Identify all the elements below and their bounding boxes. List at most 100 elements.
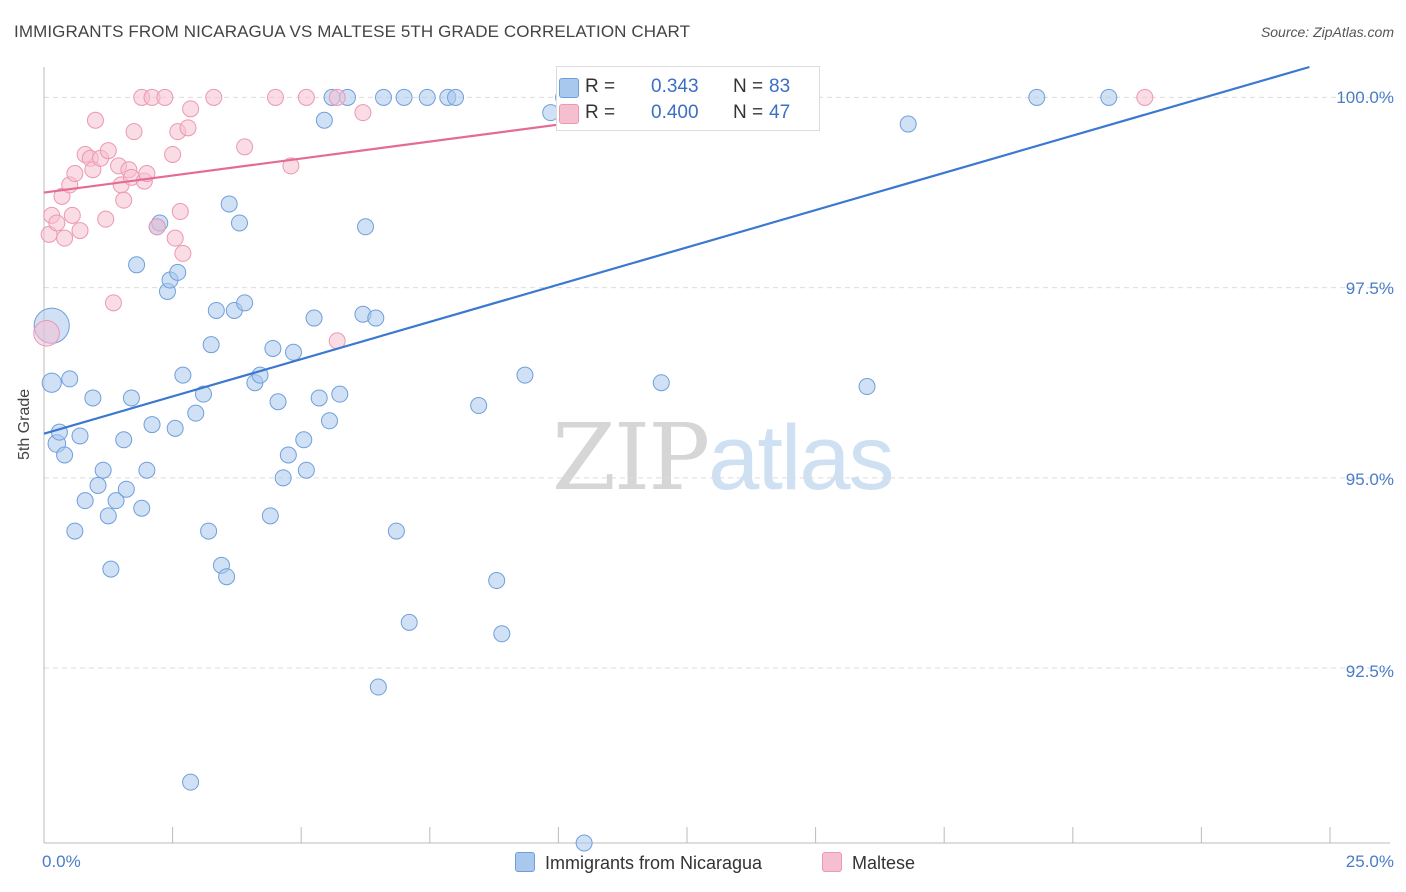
- legend-r-label: R =: [585, 102, 616, 123]
- data-point: [236, 294, 254, 312]
- data-point: [107, 492, 125, 510]
- data-point: [1100, 88, 1118, 106]
- data-point: [357, 218, 374, 236]
- data-point: [174, 244, 192, 262]
- y-tick-label-97-5: 97.5%: [1345, 279, 1394, 298]
- data-point: [205, 88, 223, 106]
- data-point: [218, 568, 236, 586]
- legend-n-label: N =: [733, 102, 764, 123]
- data-point: [104, 294, 122, 312]
- data-point: [516, 366, 534, 384]
- legend-r-value: 0.343: [651, 76, 699, 97]
- data-point: [115, 431, 133, 449]
- data-point: [400, 613, 418, 631]
- data-point: [179, 119, 197, 137]
- data-point: [89, 476, 107, 494]
- bottom-legend-swatch-pink: [822, 852, 842, 872]
- data-point: [125, 123, 143, 141]
- data-point: [66, 522, 84, 540]
- data-point: [470, 397, 488, 415]
- y-axis-label: 5th Grade: [16, 388, 33, 460]
- data-point: [84, 389, 102, 407]
- data-point: [94, 461, 112, 479]
- watermark-atlas: atlas: [708, 407, 894, 509]
- legend-swatch-blue: [559, 78, 579, 98]
- data-point: [66, 165, 84, 183]
- data-point: [33, 319, 60, 347]
- data-point: [320, 412, 338, 430]
- legend-r-label: R =: [585, 76, 616, 97]
- data-point: [315, 111, 333, 129]
- x-tick-label-min: 0.0%: [42, 852, 81, 871]
- data-point: [41, 372, 62, 393]
- data-point: [169, 263, 187, 281]
- data-point: [230, 214, 248, 232]
- bottom-legend-label: Maltese: [852, 853, 916, 873]
- legend-n-value: 83: [769, 76, 791, 97]
- data-point: [297, 461, 315, 479]
- data-point: [1028, 88, 1046, 106]
- watermark-zip: ZIP: [552, 404, 710, 511]
- data-point: [269, 393, 287, 411]
- legend-swatch-pink: [559, 104, 579, 124]
- data-point: [575, 834, 593, 852]
- data-point: [305, 309, 323, 327]
- data-point: [117, 480, 135, 498]
- data-point: [194, 385, 212, 403]
- data-point: [143, 416, 161, 434]
- data-point: [652, 374, 670, 392]
- data-point: [266, 88, 284, 106]
- y-tick-label-100: 100.0%: [1336, 88, 1394, 107]
- data-point: [122, 389, 140, 407]
- data-point: [367, 309, 385, 327]
- data-point: [207, 301, 225, 319]
- data-point: [156, 88, 174, 106]
- stats-legend: R = 0.343 N = 83 R = 0.400 N = 47: [556, 66, 820, 131]
- source-credit: Source: ZipAtlas.com: [1260, 24, 1394, 40]
- data-point: [71, 427, 89, 445]
- data-point: [387, 522, 405, 540]
- chart-title: IMMIGRANTS FROM NICARAGUA VS MALTESE 5TH…: [14, 22, 691, 41]
- data-point: [99, 142, 117, 160]
- data-point: [493, 625, 511, 643]
- data-point: [164, 145, 182, 163]
- data-point: [279, 446, 297, 464]
- data-point: [56, 229, 74, 247]
- data-point: [297, 88, 315, 106]
- data-point: [488, 572, 506, 590]
- data-point: [261, 507, 279, 525]
- data-point: [274, 469, 292, 487]
- data-point: [375, 88, 393, 106]
- data-point: [858, 378, 876, 396]
- data-point: [331, 385, 349, 403]
- data-point: [369, 678, 387, 696]
- data-point: [310, 389, 328, 407]
- series-maltese-points: [33, 88, 1154, 350]
- data-point: [264, 339, 282, 357]
- data-point: [97, 210, 115, 228]
- series-nicaragua-points: [33, 88, 1118, 852]
- data-point: [166, 229, 184, 247]
- data-point: [128, 256, 146, 274]
- data-point: [166, 419, 184, 437]
- data-point: [56, 446, 74, 464]
- legend-n-label: N =: [733, 76, 764, 97]
- legend-r-value: 0.400: [651, 102, 699, 123]
- data-point: [115, 191, 133, 209]
- data-point: [133, 499, 151, 517]
- data-point: [148, 218, 166, 236]
- trend-line-nicaragua: [43, 65, 1310, 435]
- data-point: [202, 336, 220, 354]
- watermark: ZIPatlas: [552, 404, 895, 511]
- bottom-legend-label: Immigrants from Nicaragua: [545, 853, 763, 873]
- x-tick-label-max: 25.0%: [1345, 852, 1394, 871]
- legend-n-value: 47: [769, 102, 791, 123]
- data-point: [418, 88, 436, 106]
- bottom-legend-swatch-blue: [515, 852, 535, 872]
- data-point: [48, 214, 66, 232]
- data-point: [284, 343, 302, 361]
- y-tick-label-95: 95.0%: [1345, 470, 1394, 489]
- data-point: [236, 138, 254, 156]
- data-point: [354, 104, 372, 122]
